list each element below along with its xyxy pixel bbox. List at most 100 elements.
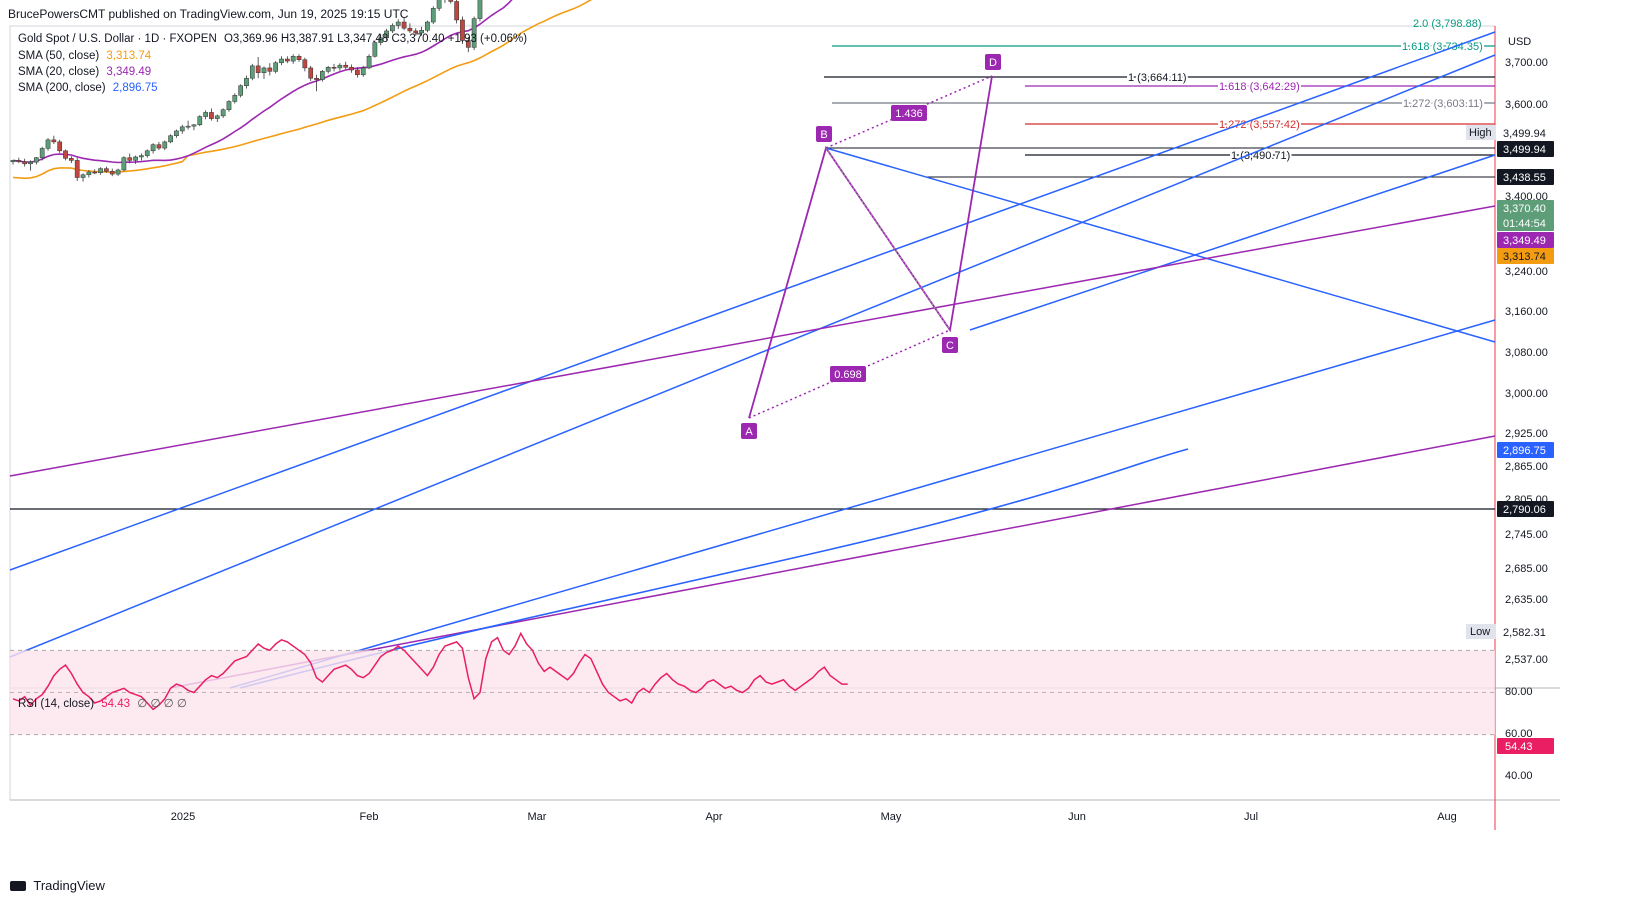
candle: [407, 23, 413, 33]
price-tick: 3,000.00: [1505, 388, 1548, 400]
time-tick: May: [881, 811, 902, 823]
legend-rsi[interactable]: RSI (14, close) 54.43 ∅ ∅ ∅ ∅: [18, 696, 187, 710]
price-label-text: 3,370.40: [1503, 203, 1546, 215]
long-blue-trend-line: [229, 319, 1496, 689]
candle: [10, 159, 16, 165]
price-tick: 3,160.00: [1505, 306, 1548, 318]
fib-label: 1.272 (3,557.42): [1219, 119, 1300, 131]
price-label-text: 2,790.06: [1503, 504, 1546, 516]
candle: [22, 158, 28, 167]
price-label-text: 01:44:54: [1503, 218, 1546, 230]
price-label-text: 2,896.75: [1503, 445, 1546, 457]
bc-dotted-line: [825, 147, 951, 331]
candle: [325, 65, 331, 74]
rsi-extra: ∅ ∅ ∅ ∅: [137, 698, 187, 710]
rsi-label-box: [1497, 738, 1554, 754]
price-tick: 3,080.00: [1505, 347, 1548, 359]
candle: [185, 120, 191, 130]
candle: [290, 54, 296, 64]
price-label-text: 3,349.49: [1503, 235, 1546, 247]
fib-label: 1 (3,664.11): [1128, 72, 1187, 84]
candle: [104, 166, 109, 173]
time-tick: Jun: [1068, 811, 1086, 823]
candle: [121, 156, 127, 172]
pattern-point-box: [942, 337, 958, 353]
candle: [267, 63, 273, 76]
candle: [92, 169, 98, 175]
candle: [139, 153, 144, 161]
candle: [413, 28, 419, 36]
candle: [162, 140, 168, 151]
price-tick: 3,240.00: [1505, 266, 1548, 278]
candle: [401, 17, 407, 31]
price-tick: 2,685.00: [1505, 563, 1548, 575]
candle: [214, 114, 220, 123]
candle: [28, 160, 33, 171]
fib-label-partial: 2.0 (3,798.88): [1413, 18, 1482, 30]
price-label-box: [1497, 442, 1554, 458]
candle: [63, 149, 68, 161]
candle: [314, 74, 319, 92]
time-tick: Aug: [1437, 811, 1457, 823]
candle: [460, 16, 465, 44]
candle: [308, 65, 314, 81]
candle: [331, 63, 337, 72]
candle: [390, 23, 395, 33]
price-tick: 3,600.00: [1505, 99, 1548, 111]
candle: [144, 149, 150, 158]
candle: [16, 157, 22, 164]
sma20-line: [12, 0, 513, 164]
candle: [74, 157, 80, 181]
pattern-point-label: D: [989, 57, 997, 69]
fib-label: 1.272 (3,603.11): [1403, 98, 1483, 110]
rsi-value: 54.43: [101, 698, 131, 710]
candle: [425, 20, 430, 33]
price-label-box: [1497, 248, 1554, 264]
legend-sma50[interactable]: SMA (50, close) 3,313.74: [18, 50, 151, 62]
price-label-box: [1497, 232, 1554, 248]
candle: [419, 26, 424, 36]
sma200-line: [239, 448, 1189, 689]
candle: [249, 63, 255, 81]
legend-symbol: Gold Spot / U.S. Dollar · 1D · FXOPEN: [18, 33, 217, 45]
candle: [98, 167, 103, 175]
candle: [156, 141, 162, 151]
rsi-tick: 40.00: [1505, 770, 1533, 782]
candle: [127, 153, 133, 164]
candle: [174, 129, 179, 138]
candle: [302, 57, 308, 72]
candle: [444, 0, 446, 3]
sma20-value: 3,349.49: [106, 66, 152, 78]
brand-text: TradingView: [33, 878, 105, 893]
time-tick: Feb: [360, 811, 379, 823]
candle: [471, 16, 477, 51]
candle: [320, 69, 325, 82]
currency-label[interactable]: USD: [1508, 36, 1532, 48]
price-tick: 3,700.00: [1505, 57, 1548, 69]
candle: [465, 37, 471, 53]
sma200-value: 2,896.75: [112, 82, 158, 94]
fib-label: 1 (3,490.71): [1231, 150, 1290, 162]
candle: [454, 0, 459, 24]
legend-ohlc: O3,369.96 H3,387.91 L3,347.48 C3,370.40 …: [223, 33, 528, 45]
sma50-label: SMA (50, close): [18, 50, 100, 62]
legend-sma20[interactable]: SMA (20, close) 3,349.49: [18, 66, 151, 78]
sma200-label: SMA (200, close): [18, 82, 106, 94]
footer-brand[interactable]: TradingView: [10, 878, 105, 893]
high-label-value: 3,499.94: [1503, 128, 1546, 140]
price-label-box: [1497, 141, 1554, 157]
price-label-text: 3,313.74: [1503, 251, 1546, 263]
candle: [360, 65, 366, 77]
candle: [203, 110, 208, 120]
ratio-label: 0.698: [834, 369, 862, 381]
publisher-line: BrucePowersCMT published on TradingView.…: [8, 7, 409, 21]
legend-sma200[interactable]: SMA (200, close) 2,896.75: [18, 82, 158, 94]
candle: [430, 6, 436, 25]
candle: [191, 124, 197, 131]
candle: [448, 0, 454, 4]
low-label-name: Low: [1470, 626, 1490, 638]
candle: [69, 156, 74, 164]
pattern-point-label: B: [820, 129, 827, 141]
candle: [273, 61, 279, 74]
